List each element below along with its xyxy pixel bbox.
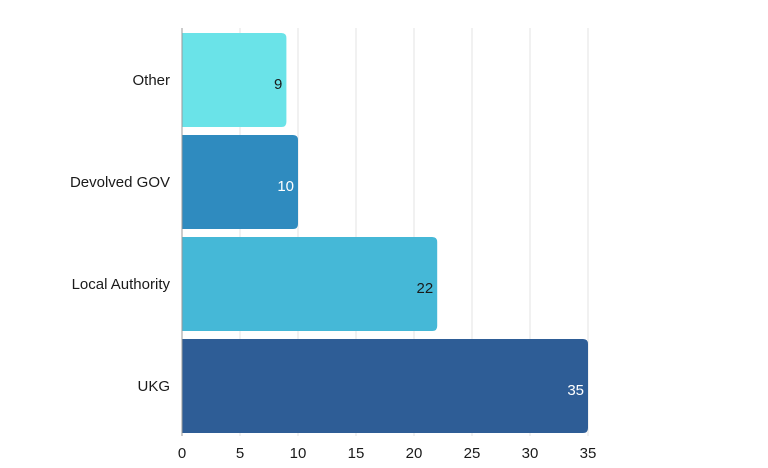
category-label: Local Authority <box>72 276 171 293</box>
bar-ukg <box>182 339 588 433</box>
x-tick-label: 20 <box>406 445 423 462</box>
category-label: UKG <box>137 378 170 395</box>
x-tick-label: 5 <box>236 445 244 462</box>
value-label: 9 <box>274 76 282 93</box>
category-label: Devolved GOV <box>70 174 170 191</box>
x-tick-label: 30 <box>522 445 539 462</box>
label-layer: 0 5 10 15 20 25 30 35 Other 9 Devolved GOV 10 Local … <box>70 72 596 462</box>
x-tick-label: 35 <box>580 445 597 462</box>
value-label: 35 <box>567 382 584 399</box>
value-label: 22 <box>417 280 434 297</box>
x-tick-label: 25 <box>464 445 481 462</box>
x-tick-label: 15 <box>348 445 365 462</box>
bar-other <box>182 33 287 127</box>
category-label: Other <box>132 72 170 89</box>
value-label: 10 <box>277 178 294 195</box>
grid-layer <box>239 28 589 436</box>
bar-devolved-gov <box>182 135 298 229</box>
x-tick-label: 0 <box>178 445 186 462</box>
bar-local-authority <box>182 237 438 331</box>
x-tick-label: 10 <box>290 445 307 462</box>
bar-layer <box>182 33 588 433</box>
